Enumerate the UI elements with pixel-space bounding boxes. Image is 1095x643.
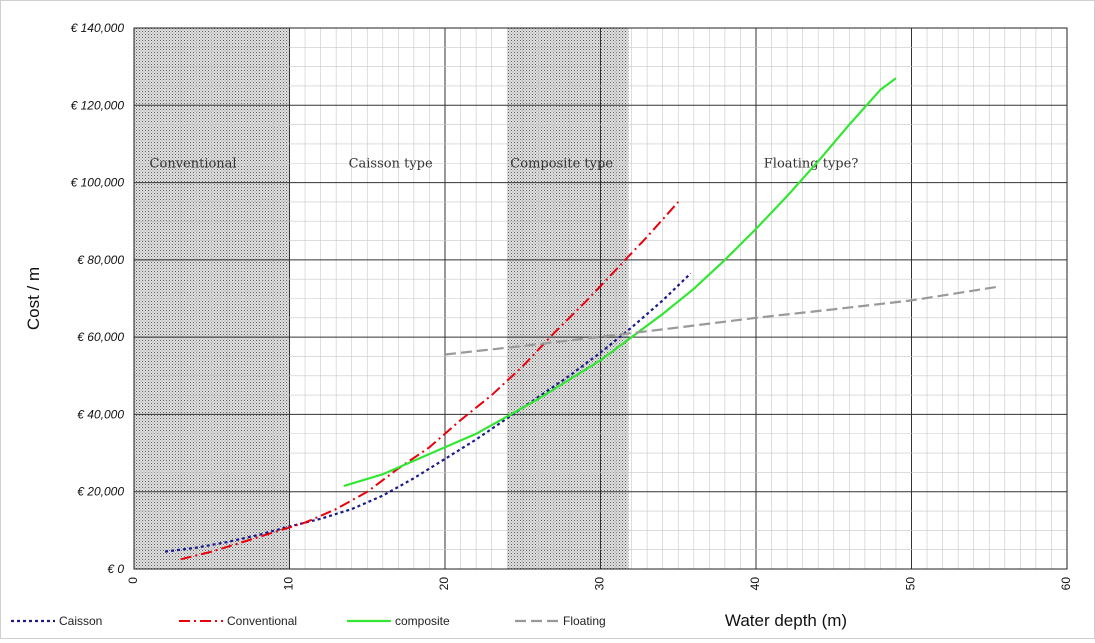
x-tick-labels: 0 10 20 30 40 50 60 bbox=[126, 577, 1073, 591]
series-line-conventional bbox=[180, 201, 680, 561]
x-tick-label: 20 bbox=[437, 577, 451, 591]
x-tick-label: 10 bbox=[282, 577, 296, 591]
series-line-floating bbox=[444, 285, 998, 356]
x-tick-label: 50 bbox=[904, 577, 918, 591]
legend-label: composite bbox=[395, 614, 450, 628]
region-label: Composite type bbox=[510, 156, 613, 171]
region-label: Floating type? bbox=[764, 156, 859, 171]
region-label: Conventional bbox=[150, 156, 237, 171]
y-tick-label: € 60,000 bbox=[77, 330, 124, 344]
x-tick-label: 0 bbox=[126, 577, 140, 584]
y-tick-label: € 20,000 bbox=[77, 485, 124, 499]
legend-label: Floating bbox=[563, 614, 606, 628]
legend: Caisson Conventional composite Floating bbox=[11, 614, 606, 628]
x-tick-label: 30 bbox=[593, 577, 607, 591]
plot-area-border bbox=[133, 27, 1068, 570]
x-axis-title: Water depth (m) bbox=[725, 611, 847, 630]
legend-label: Caisson bbox=[59, 614, 102, 628]
region-label: Caisson type bbox=[349, 156, 433, 171]
x-tick-label: 40 bbox=[748, 577, 762, 591]
y-tick-label: € 120,000 bbox=[71, 98, 125, 112]
grid-lines bbox=[133, 27, 1068, 570]
y-tick-labels: € 0 € 20,000 € 40,000 € 60,000 € 80,000 € 100… bbox=[71, 21, 125, 576]
y-tick-label: € 100,000 bbox=[71, 176, 125, 190]
y-tick-label: € 80,000 bbox=[77, 253, 124, 267]
y-tick-label: € 0 bbox=[107, 562, 124, 576]
series-line-caisson bbox=[164, 272, 692, 553]
series-lines bbox=[164, 77, 998, 561]
y-tick-label: € 140,000 bbox=[71, 21, 125, 35]
series-line-composite bbox=[343, 77, 897, 487]
region-labels: Conventional Caisson type Composite type Fl… bbox=[150, 156, 859, 171]
x-tick-label: 60 bbox=[1059, 577, 1073, 591]
y-tick-label: € 40,000 bbox=[77, 407, 124, 421]
plot-border bbox=[133, 27, 1068, 570]
legend-label: Conventional bbox=[227, 614, 297, 628]
y-axis-title: Cost / m bbox=[24, 267, 43, 330]
